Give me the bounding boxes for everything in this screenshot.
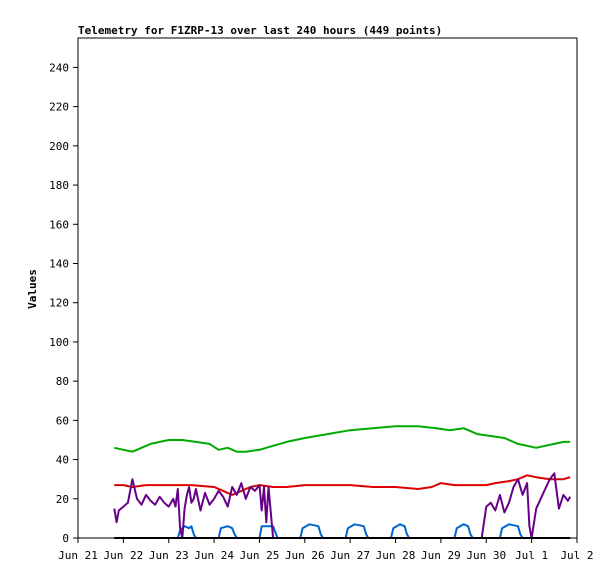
y-axis: 0 20 40 60 80 100 120 140 160 180 200 220 240	[49, 61, 78, 545]
x-tick-label: Jun 29	[421, 549, 461, 562]
x-tick-label: Jun 24	[194, 549, 234, 562]
series-line-1	[114, 425, 571, 453]
x-tick-label: Jun 28	[376, 549, 416, 562]
y-tick-label: 20	[56, 493, 69, 506]
y-tick-label: 240	[49, 61, 69, 74]
series-lines	[113, 425, 572, 539]
y-tick-label: 40	[56, 454, 69, 467]
y-tick-label: 200	[49, 140, 69, 153]
y-axis-label: Values	[26, 269, 39, 309]
y-tick-label: 160	[49, 218, 69, 231]
x-tick-label: Jul 1	[515, 549, 548, 562]
y-tick-label: 0	[62, 532, 69, 545]
plot-frame	[77, 37, 578, 539]
x-tick-label: Jun 25	[240, 549, 280, 562]
x-tick-label: Jun 30	[466, 549, 506, 562]
x-tick-label: Jun 27	[330, 549, 370, 562]
x-tick-label: Jun 22	[103, 549, 143, 562]
y-tick-label: 140	[49, 257, 69, 270]
y-tick-label: 220	[49, 101, 69, 114]
chart-title: Telemetry for F1ZRP-13 over last 240 hou…	[78, 24, 442, 37]
y-tick-label: 100	[49, 336, 69, 349]
x-tick-label: Jun 26	[285, 549, 325, 562]
x-tick-label: Jun 21	[58, 549, 98, 562]
x-tick-label: Jul 2	[560, 549, 593, 562]
y-tick-label: 80	[56, 375, 69, 388]
series-line-4	[113, 472, 572, 539]
x-tick-label: Jun 23	[149, 549, 189, 562]
x-axis: Jun 21 Jun 22 Jun 23 Jun 24 Jun 25 Jun 26 Jun …	[58, 538, 594, 562]
y-tick-label: 180	[49, 179, 69, 192]
y-tick-label: 60	[56, 414, 69, 427]
series-line-2	[114, 474, 571, 496]
y-tick-label: 120	[49, 297, 69, 310]
